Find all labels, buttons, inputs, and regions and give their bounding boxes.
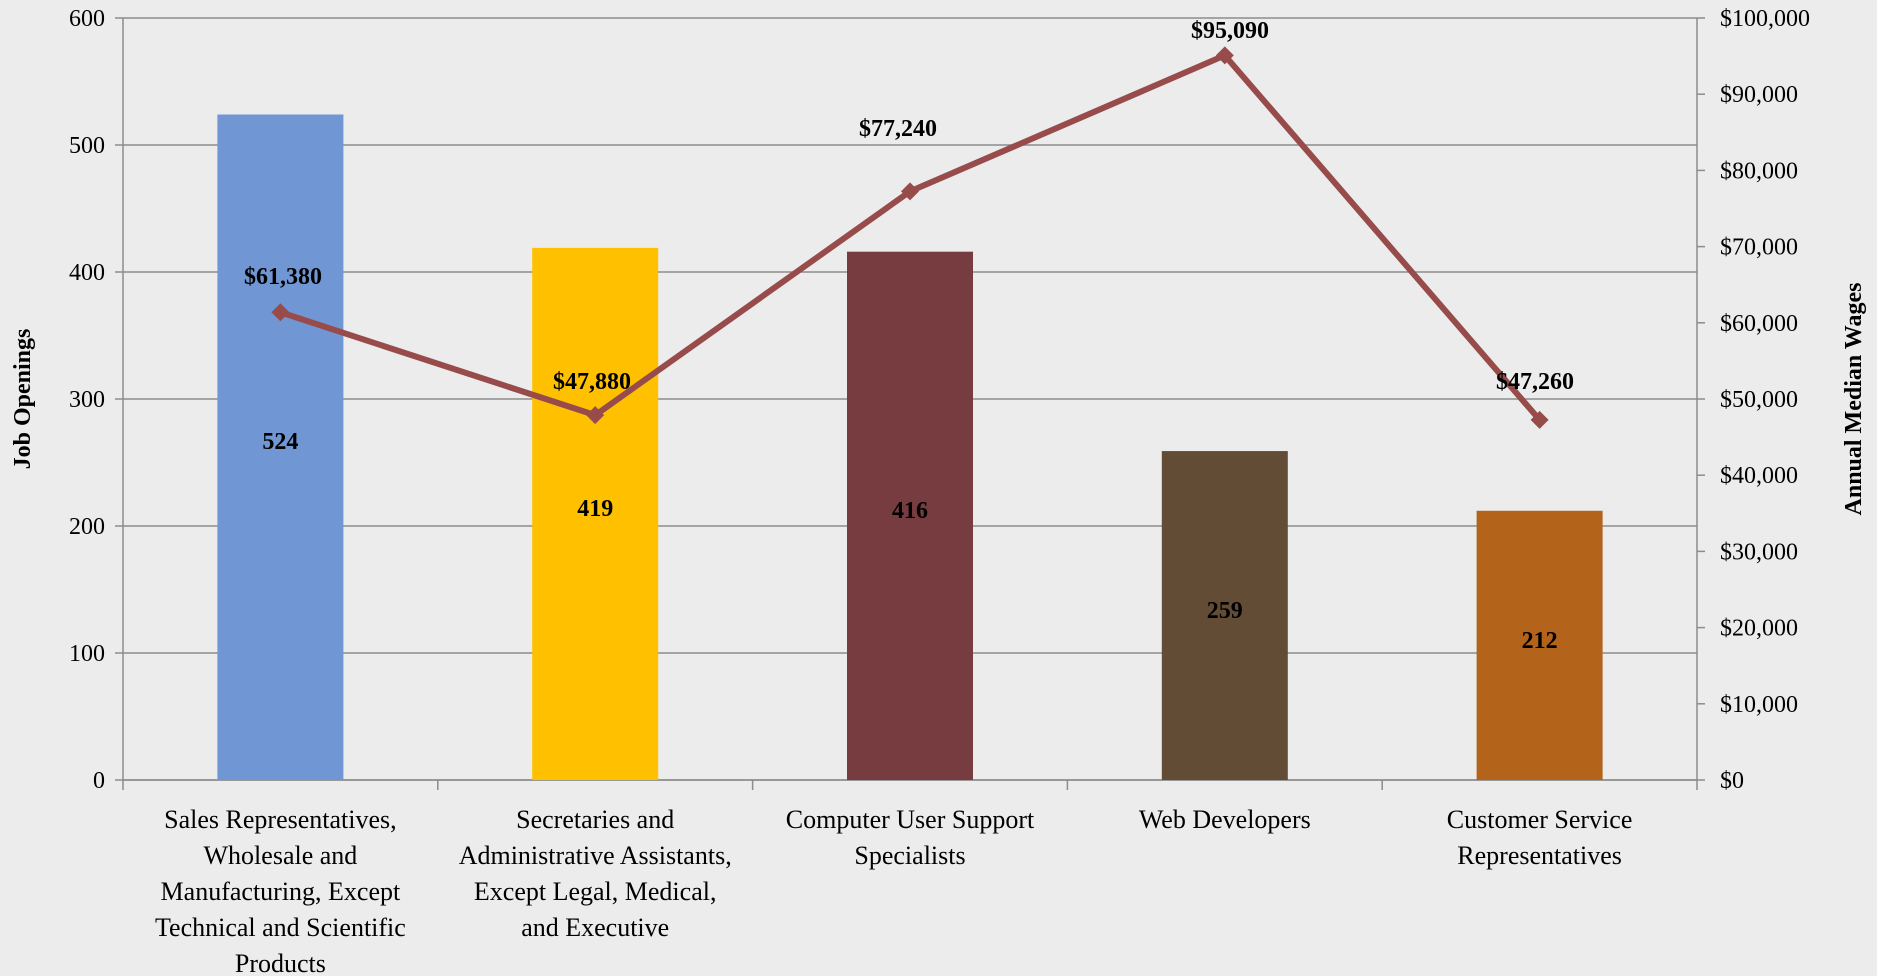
- right-tick-label-0: $0: [1720, 768, 1744, 794]
- category-label-4: Customer Service Representatives: [1447, 805, 1633, 870]
- category-label-line-1-1: Administrative Assistants,: [459, 841, 732, 870]
- category-label-line-0-2: Manufacturing, Except: [161, 877, 401, 906]
- category-label-line-1-3: and Executive: [521, 913, 669, 942]
- bar-value-label-0: 524: [262, 429, 298, 455]
- wage-label-3: $95,090: [1191, 18, 1269, 44]
- bar-value-label-1: 419: [577, 496, 613, 522]
- left-axis-title: Job Openings: [10, 329, 36, 470]
- category-label-line-0-0: Sales Representatives,: [164, 805, 397, 834]
- category-label-1: Secretaries and Administrative Assistants…: [459, 805, 732, 942]
- left-tick-label-2: 200: [69, 514, 105, 540]
- bar-1: [532, 247, 659, 780]
- bar-4: [1476, 510, 1603, 780]
- bar-value-label-4: 212: [1522, 628, 1558, 654]
- category-label-line-0-3: Technical and Scientific: [155, 913, 406, 942]
- right-tick-label-2: $20,000: [1720, 616, 1798, 642]
- axis-layer: 0 100 200 300 400 500 600 $0 $10,000 $20,000 $30,0…: [10, 6, 1867, 794]
- right-tick-label-7: $70,000: [1720, 235, 1798, 261]
- wage-point-1: [586, 406, 605, 425]
- label-layer: 524 419 416 259 212 $61,380 $47,880 $77,240 $95,…: [155, 18, 1632, 976]
- bar-3: [1161, 451, 1288, 780]
- left-tick-label-4: 400: [69, 260, 105, 286]
- right-tick-label-1: $10,000: [1720, 692, 1798, 718]
- category-label-line-4-1: Representatives: [1457, 841, 1622, 870]
- wage-point-3: [1215, 46, 1234, 65]
- right-tick-label-8: $80,000: [1720, 158, 1798, 184]
- category-label-line-3-0: Web Developers: [1139, 805, 1311, 834]
- right-tick-label-9: $90,000: [1720, 82, 1798, 108]
- category-label-3: Web Developers: [1139, 805, 1311, 834]
- left-tick-label-5: 500: [69, 133, 105, 159]
- bar-value-label-2: 416: [892, 498, 928, 524]
- category-label-line-0-1: Wholesale and: [204, 841, 358, 870]
- right-tick-label-6: $60,000: [1720, 311, 1798, 337]
- right-tick-label-5: $50,000: [1720, 387, 1798, 413]
- bar-value-label-3: 259: [1207, 598, 1243, 624]
- bar-2: [847, 251, 973, 780]
- wage-point-2: [901, 182, 919, 201]
- left-tick-label-3: 300: [69, 387, 105, 413]
- wage-point-0: [271, 303, 290, 322]
- category-label-line-2-0: Computer User Support: [786, 805, 1035, 834]
- category-label-0: Sales Representatives, Wholesale and Manuf…: [155, 805, 406, 976]
- right-tick-label-3: $30,000: [1720, 539, 1798, 565]
- category-label-line-1-2: Except Legal, Medical,: [474, 877, 717, 906]
- wage-point-4: [1530, 410, 1549, 429]
- bar-layer: [217, 114, 1603, 780]
- wage-label-1: $47,880: [553, 369, 631, 395]
- right-axis-title: Annual Median Wages: [1841, 283, 1867, 516]
- wage-label-2: $77,240: [859, 116, 937, 142]
- category-label-line-1-0: Secretaries and: [516, 805, 674, 834]
- wage-label-0: $61,380: [244, 264, 322, 290]
- wage-label-4: $47,260: [1496, 369, 1574, 395]
- bar-0: [217, 114, 344, 780]
- category-label-line-2-1: Specialists: [854, 841, 965, 870]
- left-tick-label-0: 0: [93, 768, 105, 794]
- left-tick-label-6: 600: [69, 6, 105, 32]
- category-label-line-4-0: Customer Service: [1447, 805, 1633, 834]
- right-tick-label-10: $100,000: [1720, 6, 1810, 32]
- category-label-2: Computer User Support Specialists: [786, 805, 1035, 870]
- left-tick-label-1: 100: [69, 641, 105, 667]
- right-tick-label-4: $40,000: [1720, 463, 1798, 489]
- category-label-line-0-4: Products: [235, 949, 326, 976]
- line-layer: [271, 46, 1549, 429]
